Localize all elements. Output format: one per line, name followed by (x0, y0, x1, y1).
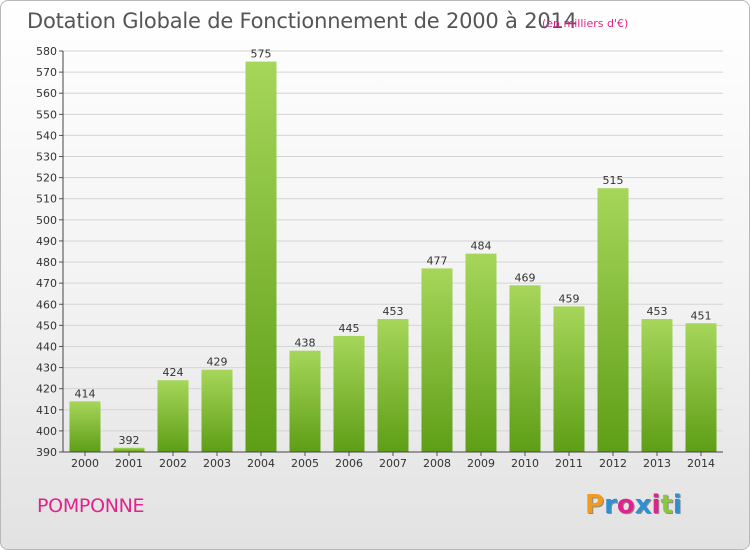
bar-value-label: 575 (251, 48, 272, 61)
y-tick-label: 500 (36, 214, 57, 227)
bar-2006 (333, 335, 365, 452)
x-tick-label: 2003 (203, 457, 231, 470)
bar-2008 (421, 268, 453, 452)
logo-letter: r (604, 490, 617, 520)
logo-letter: i (651, 490, 661, 520)
y-tick-label: 560 (36, 87, 57, 100)
x-tick-label: 2005 (291, 457, 319, 470)
x-tick-label: 2009 (467, 457, 495, 470)
bar-value-label: 445 (339, 322, 360, 335)
logo-letter: x (634, 490, 652, 520)
y-tick-label: 570 (36, 66, 57, 79)
bar-2005 (289, 350, 321, 452)
town-name: POMPONNE (37, 495, 145, 517)
x-tick-label: 2006 (335, 457, 363, 470)
bar-2004 (245, 61, 277, 452)
y-tick-label: 510 (36, 193, 57, 206)
x-tick-label: 2002 (159, 457, 187, 470)
y-tick-label: 410 (36, 404, 57, 417)
bar-2012 (597, 188, 629, 452)
y-tick-label: 490 (36, 235, 57, 248)
bar-value-label: 477 (427, 254, 448, 267)
axes (62, 51, 723, 453)
bar-2009 (465, 253, 497, 452)
bar-value-label: 453 (383, 305, 404, 318)
y-tick-label: 430 (36, 362, 57, 375)
bar-2011 (553, 306, 585, 452)
x-tick-label: 2012 (599, 457, 627, 470)
bar-value-label: 515 (603, 174, 624, 187)
y-tick-label: 550 (36, 108, 57, 121)
x-tick-label: 2010 (511, 457, 539, 470)
y-tick-label: 530 (36, 151, 57, 164)
bar-value-label: 414 (75, 387, 96, 400)
logo-letter: i (672, 490, 682, 520)
x-tick-label: 2013 (643, 457, 671, 470)
x-tick-label: 2001 (115, 457, 143, 470)
x-axis-tick-labels: 2000 2001 2002 2003 2004 2005 2006 2007 2008 2009… (71, 452, 715, 470)
bar-2002 (157, 380, 189, 452)
y-tick-label: 480 (36, 256, 57, 269)
x-tick-label: 2000 (71, 457, 99, 470)
y-tick-label: 460 (36, 298, 57, 311)
bar-value-label: 453 (647, 305, 668, 318)
y-tick-label: 400 (36, 425, 57, 438)
y-axis-tick-labels: 390 400 410 420 430 440 450 460 470 480 490 500 510 5… (36, 45, 63, 459)
bar-2013 (641, 319, 673, 452)
bar-2001 (113, 447, 145, 452)
y-tick-label: 520 (36, 172, 57, 185)
bar-2000 (69, 401, 101, 452)
y-tick-label: 420 (36, 383, 57, 396)
proxiti-logo: Proxiti (585, 490, 682, 520)
bar-2010 (509, 285, 541, 452)
chart-title: Dotation Globale de Fonctionnement de 20… (27, 9, 577, 33)
y-tick-label: 440 (36, 340, 57, 353)
bar-value-label: 429 (207, 356, 228, 369)
bar-value-label: 392 (119, 434, 140, 447)
bar-2003 (201, 369, 233, 452)
y-tick-label: 580 (36, 45, 57, 58)
bars (69, 61, 717, 452)
y-tick-label: 390 (36, 446, 57, 459)
chart-subtitle: (en milliers d'€) (542, 17, 629, 30)
bar-2014 (685, 323, 717, 452)
x-tick-label: 2014 (687, 457, 715, 470)
bar-value-label: 459 (559, 292, 580, 305)
logo-letter: t (660, 490, 673, 520)
bar-value-label: 424 (163, 366, 184, 379)
bar-2007 (377, 319, 409, 452)
x-tick-label: 2008 (423, 457, 451, 470)
bar-value-label: 438 (295, 337, 316, 350)
x-tick-label: 2011 (555, 457, 583, 470)
x-tick-label: 2004 (247, 457, 275, 470)
y-tick-label: 470 (36, 277, 57, 290)
bar-value-label: 484 (471, 240, 492, 253)
logo-letter: o (616, 490, 635, 520)
x-tick-label: 2007 (379, 457, 407, 470)
bar-value-label: 451 (691, 309, 712, 322)
bar-value-labels: 414 392 424 429 575 438 445 453 477 484 469 459 515 4… (75, 48, 712, 447)
logo-letter: P (585, 490, 605, 520)
y-tick-label: 540 (36, 129, 57, 142)
y-tick-label: 450 (36, 319, 57, 332)
bar-value-label: 469 (515, 271, 536, 284)
